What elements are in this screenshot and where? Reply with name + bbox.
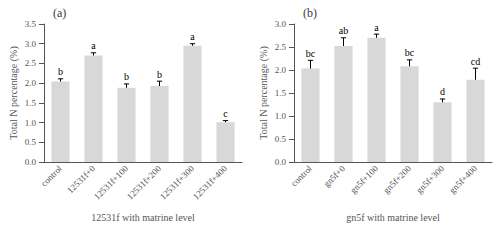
svg-text:b: b [157,69,162,80]
svg-text:gn5f+400: gn5f+400 [447,163,479,195]
svg-text:12531f+400: 12531f+400 [191,163,230,202]
svg-text:1.0: 1.0 [275,111,287,121]
svg-text:(b): (b) [303,6,317,20]
svg-text:12531f+300: 12531f+300 [158,163,197,202]
svg-text:gn5f with matrine level: gn5f with matrine level [346,212,440,223]
svg-text:c: c [223,108,228,119]
svg-text:b: b [58,66,63,77]
svg-text:3.0: 3.0 [25,39,37,49]
svg-text:gn5f+100: gn5f+100 [348,163,380,195]
svg-text:12531f+0: 12531f+0 [65,163,97,195]
svg-text:0.0: 0.0 [275,157,287,167]
svg-text:0.5: 0.5 [275,134,287,144]
svg-text:1.5: 1.5 [275,88,287,98]
svg-text:1.5: 1.5 [25,98,37,108]
svg-text:3.0: 3.0 [275,19,287,29]
svg-text:a: a [374,22,379,33]
svg-text:12531f with matrine level: 12531f with matrine level [91,212,195,223]
svg-text:gn5f+0: gn5f+0 [322,163,348,189]
svg-text:2.0: 2.0 [25,78,37,88]
svg-text:control: control [39,163,64,188]
svg-text:12531f+200: 12531f+200 [125,163,164,202]
svg-text:cd: cd [471,56,480,67]
svg-text:(a): (a) [53,6,66,20]
svg-text:12531f+100: 12531f+100 [92,163,131,202]
svg-text:b: b [124,71,129,82]
svg-text:bc: bc [405,47,415,58]
svg-text:ab: ab [339,25,348,36]
svg-text:0.5: 0.5 [25,137,37,147]
svg-text:2.5: 2.5 [25,58,37,68]
svg-text:Total N percentage (%): Total N percentage (%) [258,46,270,139]
svg-text:gn5f+200: gn5f+200 [381,163,413,195]
svg-text:a: a [190,31,195,42]
svg-text:2.0: 2.0 [275,65,287,75]
svg-text:gn5f+300: gn5f+300 [414,163,446,195]
svg-text:a: a [91,40,96,51]
svg-text:control: control [289,163,314,188]
svg-text:1.0: 1.0 [25,118,37,128]
svg-text:3.5: 3.5 [25,19,37,29]
svg-text:bc: bc [306,48,316,59]
svg-text:Total N percentage (%): Total N percentage (%) [8,46,20,139]
svg-text:d: d [440,86,445,97]
svg-text:0.0: 0.0 [25,157,37,167]
svg-text:2.5: 2.5 [275,42,287,52]
